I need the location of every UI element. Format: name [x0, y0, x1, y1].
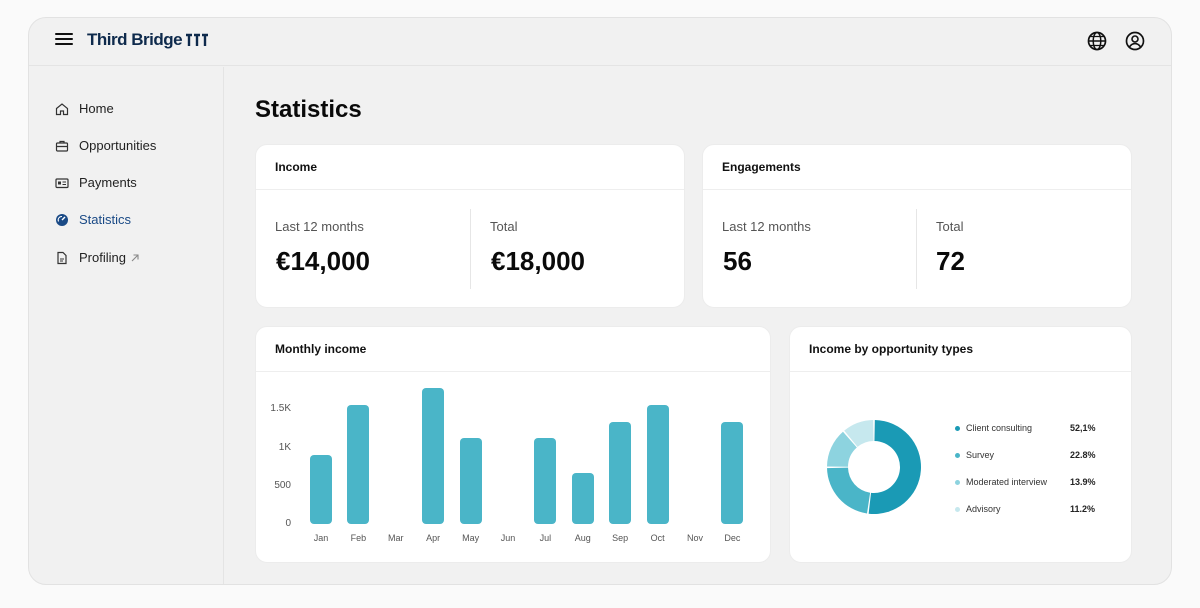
monthly-income-card: Monthly income 0 500 1K 1.5K Jan Feb Mar Apr May…: [255, 326, 771, 563]
x-tick-label: Feb: [350, 533, 367, 543]
x-tick-label: Oct: [650, 533, 665, 543]
opportunity-types-card: Income by opportunity types Client consu…: [789, 326, 1132, 563]
bar-may[interactable]: [459, 438, 482, 524]
statistics-icon: [55, 213, 69, 227]
bar-apr[interactable]: [422, 387, 445, 524]
legend-item: Client consulting: [955, 423, 1105, 433]
legend-value: 52,1%: [1070, 423, 1096, 433]
income-last12-value: €14,000: [276, 246, 370, 276]
monthly-income-title: Monthly income: [256, 327, 770, 372]
legend-label: Advisory: [966, 504, 1001, 514]
legend-label: Client consulting: [966, 423, 1033, 433]
bar-jul[interactable]: [534, 438, 557, 524]
engagements-total-value: 72: [936, 246, 965, 276]
legend-label: Survey: [966, 450, 995, 460]
logo[interactable]: Third Bridge: [87, 30, 209, 50]
x-tick-label: Apr: [426, 533, 441, 543]
legend-item: Advisory: [955, 504, 1105, 514]
legend-dot: [955, 479, 960, 485]
income-total-value: €18,000: [491, 246, 585, 276]
sidebar-item-payments[interactable]: Payments: [55, 175, 137, 190]
external-link-icon: [131, 253, 139, 261]
income-last12-label: Last 12 months: [275, 219, 364, 234]
menu-icon[interactable]: [55, 32, 75, 50]
x-tick-label: Jun: [500, 533, 516, 543]
opportunity-types-title: Income by opportunity types: [790, 327, 1131, 372]
sidebar-item-statistics[interactable]: Statistics: [55, 212, 131, 227]
sidebar-item-home[interactable]: Home: [55, 101, 114, 116]
home-icon: [55, 102, 69, 116]
user-icon[interactable]: [1124, 30, 1146, 52]
y-tick-label: 1K: [278, 441, 291, 453]
engagements-card: Engagements Last 12 months 56 Total 72: [702, 144, 1132, 308]
sidebar: Home Opportunities Payments Statistics P…: [29, 67, 224, 584]
bar-dec[interactable]: [721, 421, 744, 524]
income-card: Income Last 12 months €14,000 Total €18,…: [255, 144, 685, 308]
sidebar-item-label: Home: [79, 101, 114, 116]
bar-aug[interactable]: [571, 472, 594, 524]
document-icon: [55, 251, 69, 265]
donut-slice-moderated-interview[interactable]: [827, 431, 857, 467]
legend-item: Moderated interview: [955, 477, 1105, 487]
logo-text: Third Bridge: [87, 30, 183, 49]
sidebar-item-label: Opportunities: [79, 138, 157, 153]
bar-sep[interactable]: [609, 421, 632, 524]
income-card-title: Income: [256, 145, 684, 190]
engagements-card-title: Engagements: [703, 145, 1131, 190]
x-tick-label: Jan: [313, 533, 329, 543]
legend-value: 11.2%: [1070, 504, 1096, 514]
bar-jan[interactable]: [310, 455, 332, 524]
x-tick-label: Jul: [539, 533, 552, 543]
sidebar-item-profiling[interactable]: Profiling: [55, 250, 140, 265]
sidebar-item-opportunities[interactable]: Opportunities: [55, 138, 156, 153]
y-tick-label: 0: [285, 518, 291, 529]
legend-item: Survey: [955, 450, 1105, 460]
x-tick-label: Dec: [724, 533, 741, 543]
sidebar-item-label: Payments: [79, 175, 137, 190]
donut-slice-advisory[interactable]: [844, 420, 874, 447]
divider: [916, 209, 917, 289]
income-total-label: Total: [490, 219, 518, 234]
x-tick-label: Nov: [686, 533, 703, 543]
legend-dot: [955, 452, 960, 458]
x-tick-label: Mar: [388, 533, 404, 543]
y-tick-label: 1.5K: [270, 403, 291, 415]
legend-dot: [955, 506, 960, 512]
y-tick-label: 500: [274, 479, 291, 491]
sidebar-item-label: Profiling: [79, 250, 126, 265]
legend-value: 22.8%: [1070, 450, 1096, 460]
engagements-total-label: Total: [936, 219, 964, 234]
divider: [470, 209, 471, 289]
globe-icon[interactable]: [1086, 30, 1108, 52]
bar-oct[interactable]: [646, 404, 669, 524]
logo-mark-icon: [186, 33, 209, 46]
donut-slice-client-consulting[interactable]: [868, 420, 922, 514]
bar-feb[interactable]: [347, 405, 370, 524]
x-tick-label: Sep: [612, 533, 629, 543]
app-window: Third Bridge Home: [28, 17, 1172, 585]
payments-icon: [55, 176, 69, 190]
briefcase-icon: [55, 139, 69, 153]
page-title: Statistics: [255, 96, 362, 123]
engagements-last12-value: 56: [723, 246, 752, 276]
x-tick-label: May: [462, 533, 480, 543]
sidebar-item-label: Statistics: [79, 212, 132, 227]
top-bar: Third Bridge: [29, 18, 1171, 66]
legend-label: Moderated interview: [966, 477, 1048, 487]
legend-dot: [955, 425, 960, 431]
x-tick-label: Aug: [574, 533, 591, 543]
donut-slice-survey[interactable]: [827, 467, 871, 514]
legend-value: 13.9%: [1070, 477, 1096, 487]
engagements-last12-label: Last 12 months: [722, 219, 811, 234]
opportunity-types-donut: [827, 420, 922, 514]
